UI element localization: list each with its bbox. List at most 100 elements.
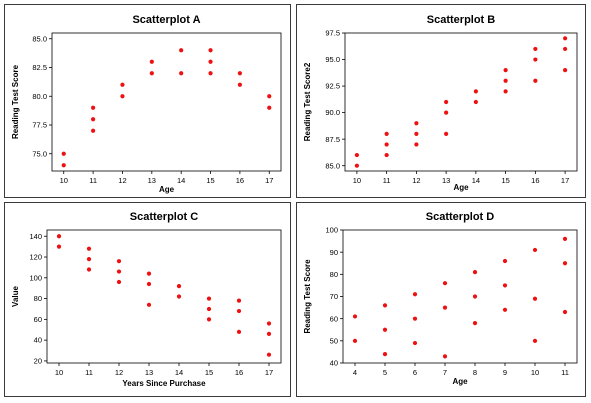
y-tick-label-c: 100 xyxy=(29,273,42,282)
data-point-a xyxy=(208,71,213,76)
chart-title-b: Scatterplot B xyxy=(427,14,496,26)
data-point-c xyxy=(206,306,212,312)
data-point-c xyxy=(116,279,122,285)
x-axis-label-b: Age xyxy=(453,183,469,192)
data-point-a xyxy=(179,71,184,76)
x-tick-label-d: 7 xyxy=(443,368,447,377)
y-tick-label-d: 70 xyxy=(330,292,338,301)
x-tick-label-a: 16 xyxy=(236,176,244,185)
y-tick-label-d: 80 xyxy=(330,270,338,279)
data-point-a xyxy=(91,117,96,122)
data-point-d xyxy=(502,307,508,312)
data-point-c xyxy=(146,302,152,307)
data-point-a xyxy=(149,59,154,64)
data-point-d xyxy=(382,303,388,308)
data-point-c xyxy=(266,321,272,326)
data-point-a xyxy=(267,105,272,110)
data-point-c xyxy=(116,259,122,264)
data-point-a xyxy=(91,128,96,133)
data-point-c xyxy=(206,296,212,301)
data-point-a xyxy=(208,59,213,64)
data-point-c xyxy=(236,308,242,314)
y-tick-label-c: 140 xyxy=(29,232,42,241)
data-point-b xyxy=(354,152,359,158)
y-tick-label-a: 82.5 xyxy=(32,63,47,72)
data-point-d xyxy=(562,236,568,241)
data-point-a xyxy=(237,82,242,87)
data-point-b xyxy=(414,131,419,136)
data-point-a xyxy=(237,71,242,76)
scatterplot-c-panel: Scatterplot C 10 11 12 13 14 15 16 17 20 40 60 80 100… xyxy=(4,202,291,397)
x-tick-label-b: 17 xyxy=(561,176,569,185)
y-tick-label-d: 60 xyxy=(330,314,338,323)
y-tick-label-a: 77.5 xyxy=(32,121,47,130)
data-point-a xyxy=(208,48,213,53)
data-point-d xyxy=(352,338,358,343)
data-point-b xyxy=(384,131,389,136)
data-point-d xyxy=(532,338,538,343)
y-axis-label-b: Reading Test Score2 xyxy=(303,62,312,141)
data-point-c xyxy=(176,284,182,289)
x-tick-label-c: 15 xyxy=(205,368,213,377)
data-point-d xyxy=(382,352,388,357)
data-point-b xyxy=(444,99,449,105)
y-tick-label-b: 90.0 xyxy=(325,108,340,117)
x-tick-label-d: 4 xyxy=(353,368,357,377)
scatterplot-a-panel: Scatterplot A 10 11 12 13 14 15 16 17 75.0 77.5 80.… xyxy=(4,4,291,198)
data-point-c xyxy=(116,269,122,274)
data-point-b xyxy=(563,46,568,52)
chart-title-a: Scatterplot A xyxy=(132,14,200,26)
y-tick-label-c: 120 xyxy=(29,253,42,262)
data-point-b xyxy=(533,46,538,52)
y-axis-label-c: Value xyxy=(11,286,20,307)
data-point-b xyxy=(503,89,508,94)
data-point-a xyxy=(61,163,66,168)
data-point-c xyxy=(146,281,152,287)
data-point-d xyxy=(472,270,478,275)
x-tick-label-a: 12 xyxy=(118,176,126,185)
data-point-a xyxy=(120,82,125,87)
x-tick-label-c: 14 xyxy=(175,368,183,377)
data-point-d xyxy=(502,258,508,264)
data-point-b xyxy=(473,99,478,105)
data-point-d xyxy=(442,354,448,359)
data-point-d xyxy=(412,316,418,321)
x-tick-label-c: 17 xyxy=(265,368,273,377)
data-point-c xyxy=(176,294,182,299)
x-tick-label-b: 15 xyxy=(501,176,509,185)
data-point-a xyxy=(179,48,184,53)
data-point-a xyxy=(91,105,96,110)
scatterplot-b-svg: Scatterplot B 10 11 12 13 14 15 16 17 85.0 87.5 90.… xyxy=(303,14,578,192)
y-tick-label-b: 87.5 xyxy=(325,135,340,144)
data-point-b xyxy=(503,68,508,73)
data-point-c xyxy=(146,271,152,276)
y-tick-label-d: 100 xyxy=(325,226,338,235)
y-tick-label-d: 50 xyxy=(330,336,338,345)
data-point-c xyxy=(266,352,272,357)
data-point-b xyxy=(354,163,359,168)
data-point-d xyxy=(562,261,568,266)
y-tick-label-c: 60 xyxy=(34,315,42,324)
x-tick-label-a: 10 xyxy=(60,176,68,185)
x-tick-label-d: 11 xyxy=(561,368,569,377)
y-tick-label-c: 20 xyxy=(34,357,42,366)
x-tick-label-c: 10 xyxy=(55,368,63,377)
data-point-d xyxy=(472,321,478,326)
x-tick-label-a: 13 xyxy=(148,176,156,185)
x-tick-label-b: 12 xyxy=(412,176,420,185)
chart-title-c: Scatterplot C xyxy=(130,211,199,223)
y-tick-label-b: 97.5 xyxy=(325,29,340,38)
data-point-b xyxy=(563,36,568,41)
plot-frame-b xyxy=(344,32,578,172)
data-point-d xyxy=(352,314,358,319)
data-point-b xyxy=(533,57,538,62)
x-tick-label-b: 10 xyxy=(353,176,361,185)
data-point-b xyxy=(444,131,449,136)
x-tick-label-c: 16 xyxy=(235,368,243,377)
data-point-a xyxy=(149,71,154,76)
plot-frame-c xyxy=(46,229,282,364)
x-tick-label-b: 14 xyxy=(472,176,480,185)
data-point-b xyxy=(444,110,449,115)
data-point-d xyxy=(562,309,568,315)
data-point-d xyxy=(412,292,418,297)
